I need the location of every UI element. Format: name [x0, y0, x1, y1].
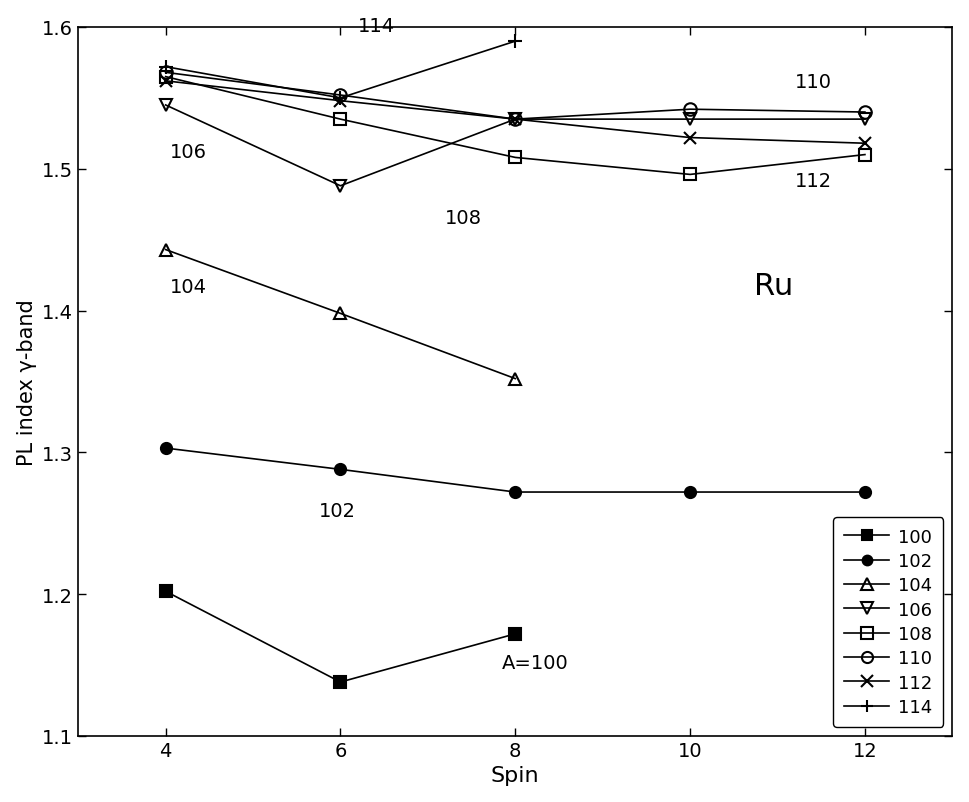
Line: 112: 112: [159, 75, 871, 150]
102: [860, 488, 871, 497]
Text: 104: 104: [170, 277, 207, 297]
108: [860, 151, 871, 160]
Text: 102: 102: [319, 501, 356, 520]
112: [860, 140, 871, 149]
104: [510, 375, 521, 384]
Y-axis label: PL index γ-band: PL index γ-band: [16, 298, 37, 465]
102: [334, 465, 346, 475]
108: [334, 115, 346, 125]
106: [334, 182, 346, 192]
Line: 110: 110: [159, 67, 871, 126]
104: [160, 245, 172, 255]
106: [684, 115, 696, 125]
100: [160, 587, 172, 597]
100: [334, 678, 346, 687]
112: [160, 77, 172, 87]
102: [510, 488, 521, 497]
102: [160, 444, 172, 453]
108: [510, 153, 521, 163]
114: [334, 94, 346, 103]
Line: 114: 114: [159, 35, 522, 106]
108: [684, 170, 696, 180]
Text: 114: 114: [358, 17, 395, 36]
106: [160, 101, 172, 111]
102: [684, 488, 696, 497]
108: [160, 73, 172, 83]
Text: 106: 106: [170, 144, 207, 162]
Line: 104: 104: [159, 244, 521, 386]
Text: 112: 112: [795, 172, 832, 191]
114: [510, 37, 521, 47]
110: [160, 68, 172, 78]
106: [860, 115, 871, 125]
110: [334, 91, 346, 101]
104: [334, 310, 346, 319]
Line: 100: 100: [160, 586, 520, 688]
110: [510, 115, 521, 125]
Legend: 100, 102, 104, 106, 108, 110, 112, 114: 100, 102, 104, 106, 108, 110, 112, 114: [833, 517, 943, 727]
Line: 102: 102: [160, 443, 870, 498]
110: [684, 105, 696, 115]
110: [860, 108, 871, 118]
114: [160, 63, 172, 72]
Line: 108: 108: [159, 71, 871, 181]
Line: 106: 106: [159, 99, 871, 192]
112: [334, 97, 346, 107]
Text: A=100: A=100: [502, 653, 569, 672]
X-axis label: Spin: Spin: [491, 765, 540, 785]
Text: 108: 108: [446, 209, 483, 227]
100: [510, 630, 521, 639]
Text: 110: 110: [795, 72, 832, 91]
112: [510, 115, 521, 125]
112: [684, 134, 696, 144]
Text: Ru: Ru: [754, 272, 793, 301]
106: [510, 115, 521, 125]
